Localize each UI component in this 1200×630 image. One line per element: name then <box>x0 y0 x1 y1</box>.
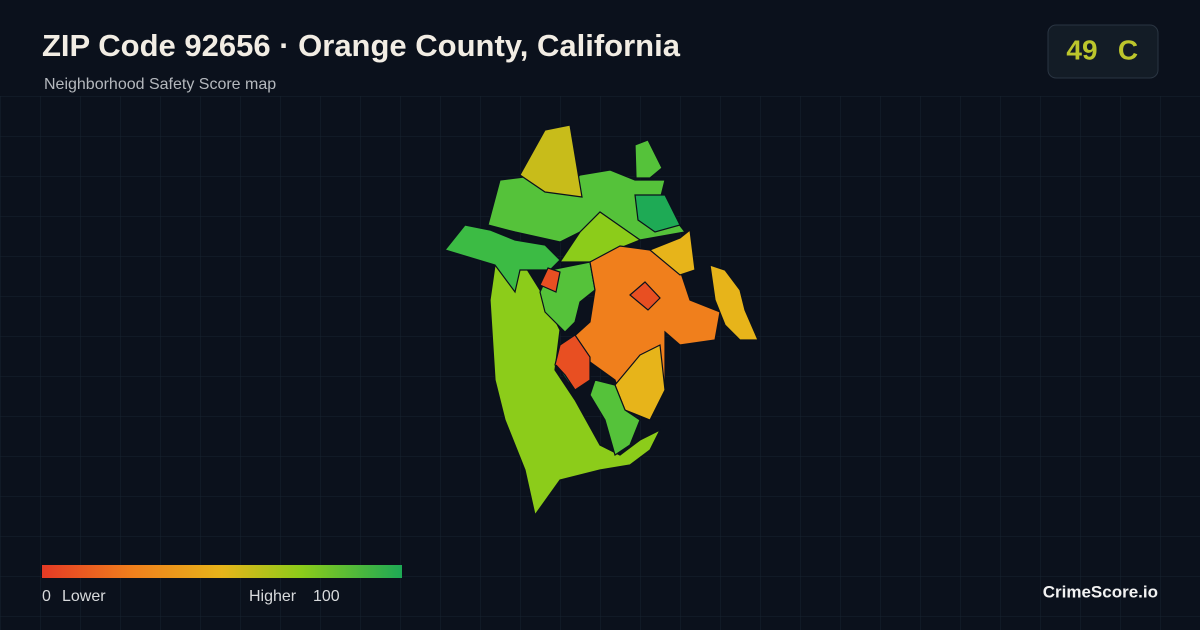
zone <box>539 267 561 293</box>
legend-min: 0 <box>42 588 51 605</box>
legend-min-label: Lower <box>62 588 106 605</box>
subtitle: Neighborhood Safety Score map <box>44 76 276 93</box>
zone <box>443 224 561 294</box>
zone <box>648 228 696 276</box>
title: ZIP Code 92656 · Orange County, Californ… <box>42 28 681 63</box>
brand: CrimeScore.io <box>1043 582 1158 601</box>
zone <box>634 194 681 233</box>
zone <box>709 264 759 341</box>
score-box <box>1047 24 1159 79</box>
score-grade: C <box>1118 34 1138 65</box>
zone <box>589 379 641 456</box>
zone <box>489 257 662 517</box>
zone <box>629 281 661 311</box>
zone <box>519 124 583 198</box>
legend-max: 100 <box>313 588 340 605</box>
legend-gradient <box>42 565 402 578</box>
legend-max-label: Higher <box>249 588 297 605</box>
score-value: 49 <box>1066 34 1097 65</box>
zone <box>555 364 576 391</box>
zone <box>634 139 663 179</box>
map <box>443 124 759 517</box>
